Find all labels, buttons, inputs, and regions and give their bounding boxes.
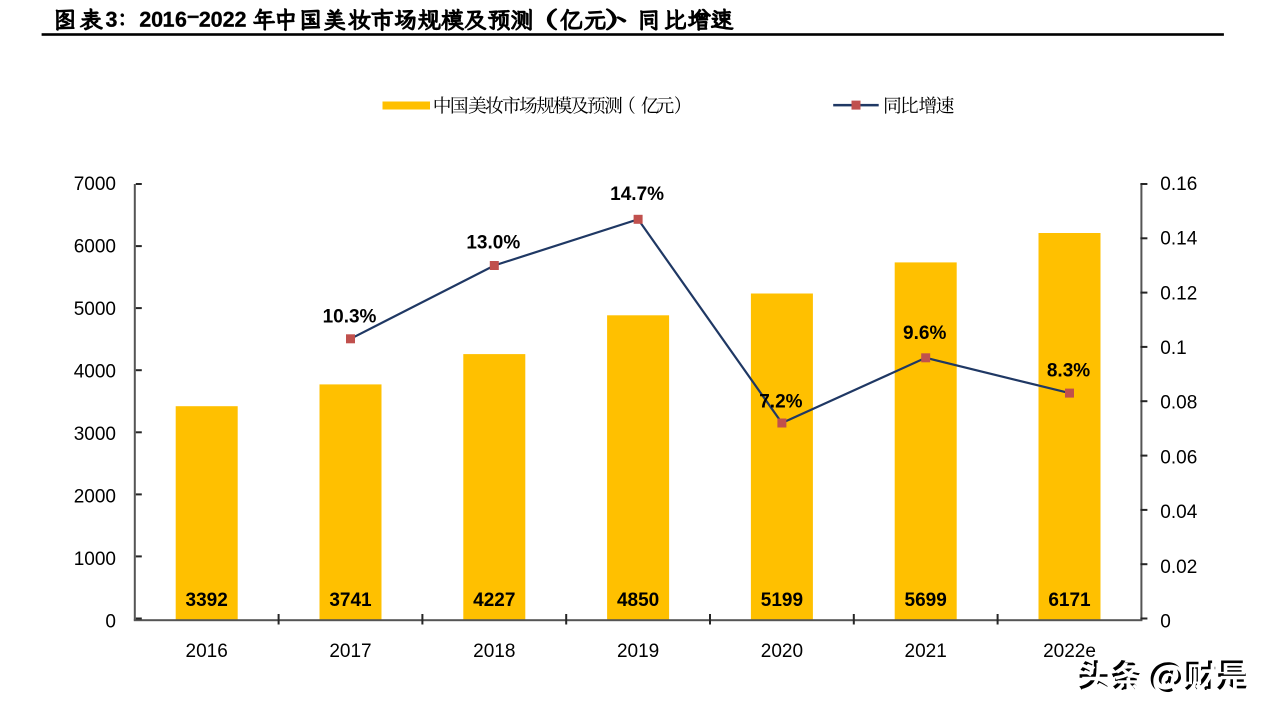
svg-text:9.6%: 9.6%: [903, 323, 946, 344]
svg-text:2016: 2016: [186, 641, 228, 662]
svg-text:3000: 3000: [74, 424, 116, 445]
svg-text:4850: 4850: [617, 590, 659, 611]
svg-text:2019: 2019: [617, 641, 659, 662]
svg-text:3741: 3741: [329, 590, 372, 611]
svg-text:5199: 5199: [761, 590, 803, 611]
svg-text:0.1: 0.1: [1160, 338, 1186, 359]
svg-text:8.3%: 8.3%: [1047, 361, 1090, 382]
svg-text:5699: 5699: [905, 590, 947, 611]
svg-text:14.7%: 14.7%: [610, 184, 664, 205]
svg-text:6171: 6171: [1048, 590, 1091, 611]
svg-text:0.08: 0.08: [1160, 393, 1197, 414]
svg-text:0: 0: [1160, 612, 1171, 633]
svg-text:0: 0: [105, 612, 116, 633]
svg-text:0.04: 0.04: [1160, 502, 1197, 523]
svg-text:4227: 4227: [473, 590, 515, 611]
svg-text:0.12: 0.12: [1160, 283, 1197, 304]
svg-text:2022e: 2022e: [1043, 641, 1096, 662]
svg-text:0.16: 0.16: [1160, 174, 1197, 195]
svg-text:7.2%: 7.2%: [759, 392, 802, 413]
svg-text:0.02: 0.02: [1160, 557, 1197, 578]
svg-text:7000: 7000: [74, 174, 116, 195]
svg-text:5000: 5000: [74, 299, 116, 320]
svg-text:6000: 6000: [74, 237, 116, 258]
svg-text:10.3%: 10.3%: [323, 307, 377, 328]
svg-text:2000: 2000: [74, 487, 116, 508]
svg-text:2017: 2017: [329, 641, 371, 662]
svg-text:2020: 2020: [761, 641, 803, 662]
svg-text:0.14: 0.14: [1160, 229, 1197, 250]
svg-text:2021: 2021: [905, 641, 947, 662]
svg-text:13.0%: 13.0%: [466, 233, 520, 254]
svg-text:0.06: 0.06: [1160, 447, 1197, 468]
svg-text:4000: 4000: [74, 362, 116, 383]
svg-text:1000: 1000: [74, 549, 116, 570]
svg-text:2018: 2018: [473, 641, 515, 662]
svg-text:3392: 3392: [186, 590, 228, 611]
